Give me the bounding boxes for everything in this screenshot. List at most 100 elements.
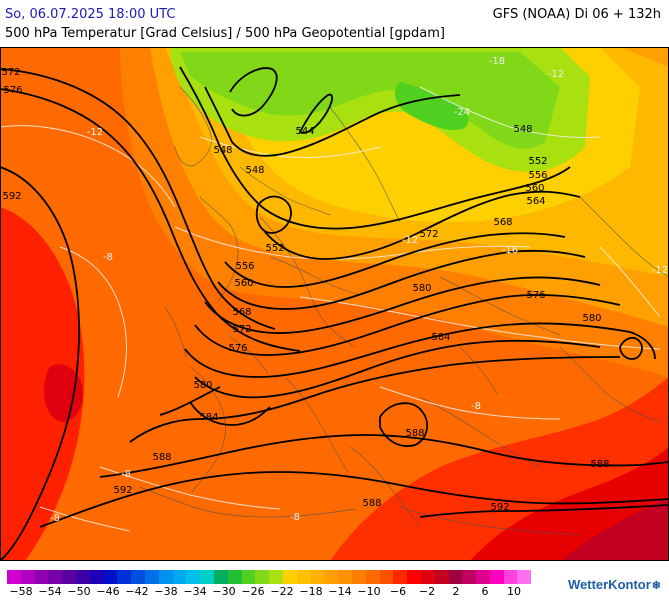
contour-label: 544: [295, 126, 314, 137]
colorbar-swatch: [379, 570, 394, 584]
contour-label: 552: [528, 156, 547, 167]
isotherm-label: -12: [652, 265, 668, 276]
map-subtitle: 500 hPa Temperatur [Grad Celsius] / 500 …: [5, 26, 446, 41]
isotherm-label: -18: [489, 56, 505, 67]
snowflake-icon: ❄: [651, 580, 661, 592]
contour-label: 592: [113, 485, 132, 496]
colorbar-tick: −10: [357, 585, 381, 598]
colorbar-tick: −22: [270, 585, 294, 598]
colorbar-swatch: [48, 570, 63, 584]
contour-label: 556: [528, 170, 547, 181]
isotherm-label: -8: [50, 513, 60, 524]
colorbar-swatch: [476, 570, 490, 584]
geopotential-contours: [0, 66, 669, 561]
temperature-zone-hot-west: [0, 207, 85, 561]
isotherm-label: -12: [548, 69, 564, 80]
isotherm-label: -16: [502, 245, 518, 256]
contour-label: 568: [493, 217, 512, 228]
colorbar-swatch: [324, 570, 339, 584]
colorbar-tick: −30: [212, 585, 236, 598]
colorbar-swatch: [144, 570, 159, 584]
colorbar-tick: −34: [183, 585, 207, 598]
colorbar-swatch: [103, 570, 118, 584]
contour-label: 548: [513, 124, 532, 135]
contour-label: 584: [199, 412, 218, 423]
colorbar-tick: −26: [241, 585, 265, 598]
isotherm-label: -8: [103, 252, 113, 263]
isotherm-label: -12: [402, 235, 418, 246]
temperature-isotherms: [0, 86, 661, 532]
forecast-valid-time: So, 06.07.2025 18:00 UTC: [5, 7, 176, 22]
contour-label: 568: [232, 307, 251, 318]
temperature-colorbar: [7, 570, 532, 584]
colorbar-swatch: [407, 570, 421, 584]
colorbar-swatch: [434, 570, 449, 584]
contour-label: 572: [232, 324, 251, 335]
colorbar-swatch: [186, 570, 201, 584]
colorbar-swatch: [296, 570, 311, 584]
colorbar-tick: 2: [452, 585, 460, 598]
colorbar-swatch: [365, 570, 380, 584]
contour-label: 572: [1, 67, 20, 78]
colorbar-swatch: [462, 570, 477, 584]
colorbar-swatch: [227, 570, 242, 584]
contour-label: 576: [526, 290, 545, 301]
colorbar-swatch: [62, 570, 76, 584]
contour-label: 592: [2, 191, 21, 202]
colorbar-swatch: [131, 570, 145, 584]
contour-label: 580: [412, 283, 431, 294]
colorbar-tick: −18: [299, 585, 323, 598]
temperature-labels: -12 -8 -24 -18 -12 -16 -12 -8 -8 -8 -12 …: [50, 56, 668, 524]
temperature-zone-hottest-west: [44, 364, 84, 423]
colorbar-tick-labels: −58 −54 −50 −46 −42 −38 −34 −30 −26 −22 −18 −14 −10−…: [0, 586, 540, 600]
colorbar-swatch: [393, 570, 408, 584]
colorbar-swatch: [310, 570, 325, 584]
contour-label: 588: [590, 459, 609, 470]
colorbar-tick: 10: [507, 585, 521, 598]
contour-label: 592: [490, 502, 509, 513]
colorbar-swatch: [89, 570, 104, 584]
contour-label: 548: [245, 165, 264, 176]
temperature-zone-green: [180, 52, 560, 149]
colorbar-swatch: [158, 570, 173, 584]
contour-label: 572: [419, 229, 438, 240]
isotherm-label: -8: [471, 401, 481, 412]
colorbar-tick: −54: [38, 585, 62, 598]
colorbar-swatch: [117, 570, 132, 584]
contour-label: 580: [193, 380, 212, 391]
colorbar-swatch: [20, 570, 35, 584]
model-run-info: GFS (NOAA) Di 06 + 132h: [492, 7, 661, 22]
colorbar-swatch: [420, 570, 435, 584]
colorbar-swatch: [269, 570, 283, 584]
colorbar-tick: −42: [125, 585, 149, 598]
isotherm-label: -12: [87, 127, 103, 138]
contour-label: 560: [525, 183, 544, 194]
contour-label: 576: [3, 85, 22, 96]
contour-label: 556: [235, 261, 254, 272]
colorbar-swatch: [34, 570, 49, 584]
colorbar-tick: −6: [389, 585, 407, 598]
geopotential-labels: 572 576 592 548 544 548 548 552 556 560 …: [1, 67, 609, 513]
colorbar-swatch: [200, 570, 214, 584]
wetterkontor-logo: WetterKontor❄: [568, 577, 661, 592]
contour-label: 588: [405, 428, 424, 439]
temperature-zone-darkgreen: [395, 82, 469, 131]
contour-label: 588: [152, 452, 171, 463]
colorbar-swatch: [448, 570, 463, 584]
colorbar-swatch: [489, 570, 504, 584]
brand-name: WetterKontor: [567, 577, 651, 592]
contour-label: 564: [526, 196, 545, 207]
isotherm-label: -24: [454, 107, 470, 118]
colorbar-swatch: [255, 570, 270, 584]
colorbar-swatch: [282, 570, 297, 584]
colorbar-tick: −58: [9, 585, 33, 598]
isotherm-label: -8: [290, 512, 300, 523]
coastlines: [139, 86, 669, 536]
colorbar-swatch: [7, 570, 21, 584]
colorbar-swatch: [75, 570, 90, 584]
contour-label: 548: [213, 145, 232, 156]
colorbar-swatch: [241, 570, 256, 584]
colorbar-swatch: [351, 570, 366, 584]
colorbar-swatch: [172, 570, 187, 584]
contour-label: 584: [431, 332, 450, 343]
